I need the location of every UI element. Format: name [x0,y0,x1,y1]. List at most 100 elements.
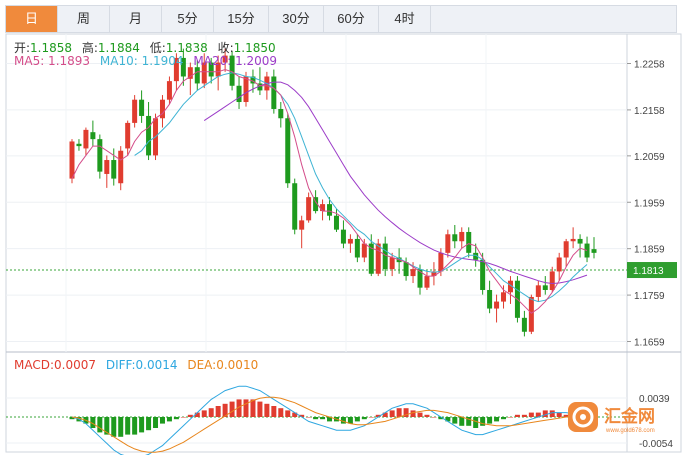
candle-body [69,141,75,179]
candle-body [563,241,569,258]
macd-bar [236,399,242,417]
candle-body [313,197,319,212]
macd-bar [139,417,145,433]
tab-4[interactable]: 15分 [214,6,269,32]
candle-body [410,269,416,277]
candle-body [250,76,256,84]
candle-body [466,231,472,253]
macd-bar [382,412,388,417]
macd-bar [187,414,193,417]
tab-1[interactable]: 周 [58,6,110,32]
macd-bar [403,408,409,417]
open-label: 开: [14,41,31,55]
candle-body [507,280,513,293]
macd-bar [528,412,534,417]
macd-bar [347,417,353,424]
candle-body [139,99,145,116]
y-tick-label: 1.2158 [634,106,665,117]
macd-bar [354,417,360,422]
macd-bar [563,414,569,417]
candle-body [90,132,96,140]
macd-bar [542,410,548,417]
macd-bar [459,417,465,426]
macd-bar [480,417,486,426]
y-tick-label: 1.1859 [634,245,665,256]
macd-bar [69,417,75,420]
y-tick-label: 1.1959 [634,198,665,209]
tab-7[interactable]: 4时 [379,6,431,32]
candle-body [166,81,172,100]
candle-body [146,115,152,156]
macd-bar [340,417,346,424]
candle-body [403,262,409,277]
diff-label: DIFF:0.0014 [105,358,178,372]
candle-body [375,243,381,274]
ma20-label: MA20: 1.2009 [193,54,278,68]
candle-body [97,139,103,172]
dea-line [71,396,588,453]
macd-bar [285,410,291,417]
logo-url: www.gold678.com [605,428,655,434]
candle-body [285,118,291,184]
macd-bar [243,399,249,417]
macd-bar [375,414,381,417]
macd-bar [257,401,263,417]
candle-body [187,67,193,79]
macd-bar [320,417,326,420]
candle-body [201,62,207,84]
macd-bar [396,408,402,417]
y-tick-label: 1.1759 [634,291,665,302]
candle-body [271,76,277,109]
candle-body [125,122,131,149]
macd-bar [90,417,96,428]
macd-bar [424,414,430,417]
ma10-line [134,72,588,303]
macd-bar [313,417,319,420]
macd-bar [278,408,284,417]
macd-y-tick-label: -0.0054 [639,439,673,450]
macd-bar [556,412,562,417]
y-tick-label: 1.2258 [634,59,665,70]
ma5-line [71,68,588,314]
close-value: 1.1850 [233,41,276,55]
candle-body [104,160,110,174]
tab-5[interactable]: 30分 [269,6,324,32]
tab-6[interactable]: 60分 [324,6,379,32]
macd-bar [201,410,207,417]
macd-bar [159,417,165,424]
macd-bar [250,399,256,417]
open-value: 1.1858 [30,41,73,55]
candle-body [368,243,374,274]
tab-0[interactable]: 日 [6,6,58,32]
candle-body [278,108,284,119]
macd-bar [361,417,367,420]
candle-body [159,99,165,119]
candle-body [591,249,597,253]
macd-bar [494,417,500,422]
candle-body [438,252,444,272]
macd-bar [410,410,416,417]
candle-body [431,271,437,277]
candle-body [361,243,367,258]
macd-bar [549,410,555,417]
macd-bar [306,417,312,418]
y-tick-label: 1.2059 [634,152,665,163]
candle-body [487,289,493,309]
candle-body [173,57,179,82]
candle-body [76,143,82,147]
low-value: 1.1838 [165,41,208,55]
current-price-label: 1.1813 [633,266,664,277]
macd-bar [438,417,444,420]
macd-bar [132,417,138,435]
tab-2[interactable]: 月 [110,6,162,32]
logo-text: 汇金网 [604,406,655,427]
candle-body [528,296,534,332]
diff-line [71,385,587,455]
y-tick-label: 1.1659 [634,338,665,349]
candle-body [180,57,186,77]
candle-body [480,259,486,290]
candle-body [306,197,312,221]
candle-body [243,76,249,103]
tab-3[interactable]: 5分 [162,6,214,32]
